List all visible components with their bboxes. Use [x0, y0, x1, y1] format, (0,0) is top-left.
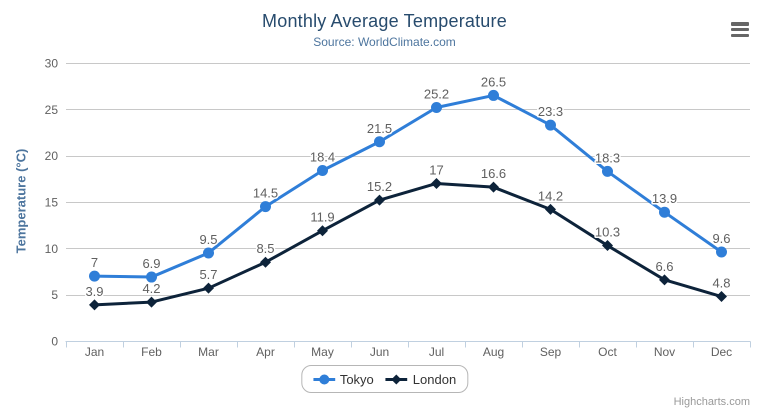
data-point-tokyo[interactable]: [545, 119, 556, 131]
x-axis-label: Jan: [85, 345, 104, 359]
data-label-london: 4.8: [712, 276, 730, 291]
x-axis-label: Jul: [429, 345, 444, 359]
data-point-london[interactable]: [374, 194, 385, 206]
data-label-london: 4.2: [142, 281, 160, 296]
data-point-tokyo[interactable]: [203, 247, 214, 259]
data-point-tokyo[interactable]: [317, 164, 328, 176]
data-label-london: 6.6: [655, 259, 673, 274]
legend-item-london[interactable]: London: [385, 371, 457, 387]
data-label-tokyo: 18.3: [595, 150, 620, 165]
data-point-tokyo[interactable]: [488, 89, 499, 101]
data-point-london[interactable]: [602, 240, 613, 252]
data-label-tokyo: 7: [91, 255, 98, 270]
data-label-tokyo: 9.6: [712, 231, 730, 246]
x-axis-label: Nov: [654, 345, 675, 359]
x-axis-label: Oct: [598, 345, 617, 359]
data-label-tokyo: 13.9: [652, 191, 677, 206]
data-label-tokyo: 26.5: [481, 74, 506, 89]
y-axis-label: 30: [45, 57, 59, 71]
data-label-london: 10.3: [595, 225, 620, 240]
legend-diamond-marker-icon: [385, 374, 408, 384]
data-label-tokyo: 14.5: [253, 186, 278, 201]
y-axis-label: 25: [45, 103, 59, 117]
x-axis-label: Jun: [370, 345, 389, 359]
hamburger-menu-icon: [731, 33, 749, 37]
data-label-london: 16.6: [481, 166, 506, 181]
y-axis-label: 5: [51, 288, 58, 302]
data-point-london[interactable]: [89, 299, 100, 311]
series-line-london[interactable]: [93, 181, 723, 307]
data-point-london[interactable]: [488, 181, 499, 193]
y-axis-label: 15: [45, 196, 59, 210]
data-point-tokyo[interactable]: [602, 165, 613, 177]
data-point-tokyo[interactable]: [89, 270, 100, 282]
data-label-tokyo: 9.5: [199, 232, 217, 247]
export-menu-button[interactable]: [731, 22, 749, 37]
data-point-tokyo[interactable]: [146, 271, 157, 283]
x-axis-label: Sep: [540, 345, 562, 359]
x-axis-label: May: [311, 345, 334, 359]
y-axis-label: 20: [45, 149, 59, 163]
data-label-london: 15.2: [367, 179, 392, 194]
data-label-london: 14.2: [538, 188, 563, 203]
data-point-london[interactable]: [716, 291, 727, 303]
data-point-tokyo[interactable]: [659, 206, 670, 218]
x-axis-label: Aug: [483, 345, 504, 359]
data-label-london: 5.7: [199, 267, 217, 282]
data-point-london[interactable]: [203, 282, 214, 294]
data-point-london[interactable]: [431, 177, 442, 189]
data-point-tokyo[interactable]: [260, 201, 271, 213]
legend-item-tokyo[interactable]: Tokyo: [312, 371, 374, 387]
hamburger-menu-icon: [731, 22, 749, 26]
data-label-london: 8.5: [256, 241, 274, 256]
legend-circle-marker-icon: [312, 374, 335, 384]
data-label-tokyo: 6.9: [142, 256, 160, 271]
x-axis-label: Dec: [711, 345, 732, 359]
data-point-london[interactable]: [146, 296, 157, 308]
data-point-tokyo[interactable]: [431, 101, 442, 113]
data-point-london[interactable]: [659, 274, 670, 286]
data-point-london[interactable]: [260, 256, 271, 268]
chart-title: Monthly Average Temperature: [262, 11, 507, 31]
chart-subtitle: Source: WorldClimate.com: [313, 35, 456, 49]
x-axis-label: Mar: [198, 345, 219, 359]
data-label-tokyo: 23.3: [538, 104, 563, 119]
data-point-london[interactable]: [545, 203, 556, 215]
legend-label-london: London: [412, 371, 457, 387]
y-axis-label: 10: [45, 242, 59, 256]
x-axis-label: Feb: [141, 345, 162, 359]
y-axis-label: 0: [51, 335, 58, 349]
data-point-london[interactable]: [317, 225, 328, 237]
data-label-london: 11.9: [310, 210, 334, 225]
data-label-london: 17: [429, 162, 443, 177]
data-point-tokyo[interactable]: [716, 246, 727, 258]
y-axis-title: Temperature (°C): [13, 148, 29, 254]
legend-label-tokyo: Tokyo: [339, 371, 374, 387]
x-axis-label: Apr: [256, 345, 275, 359]
credits-link[interactable]: Highcharts.com: [673, 396, 750, 408]
data-label-tokyo: 18.4: [310, 149, 335, 164]
series-line-tokyo[interactable]: [93, 93, 723, 279]
data-label-tokyo: 25.2: [424, 86, 449, 101]
data-label-tokyo: 21.5: [367, 121, 392, 136]
data-point-tokyo[interactable]: [374, 136, 385, 148]
hamburger-menu-icon: [731, 27, 749, 32]
legend: Tokyo London: [300, 365, 469, 393]
data-label-london: 3.9: [85, 284, 103, 299]
